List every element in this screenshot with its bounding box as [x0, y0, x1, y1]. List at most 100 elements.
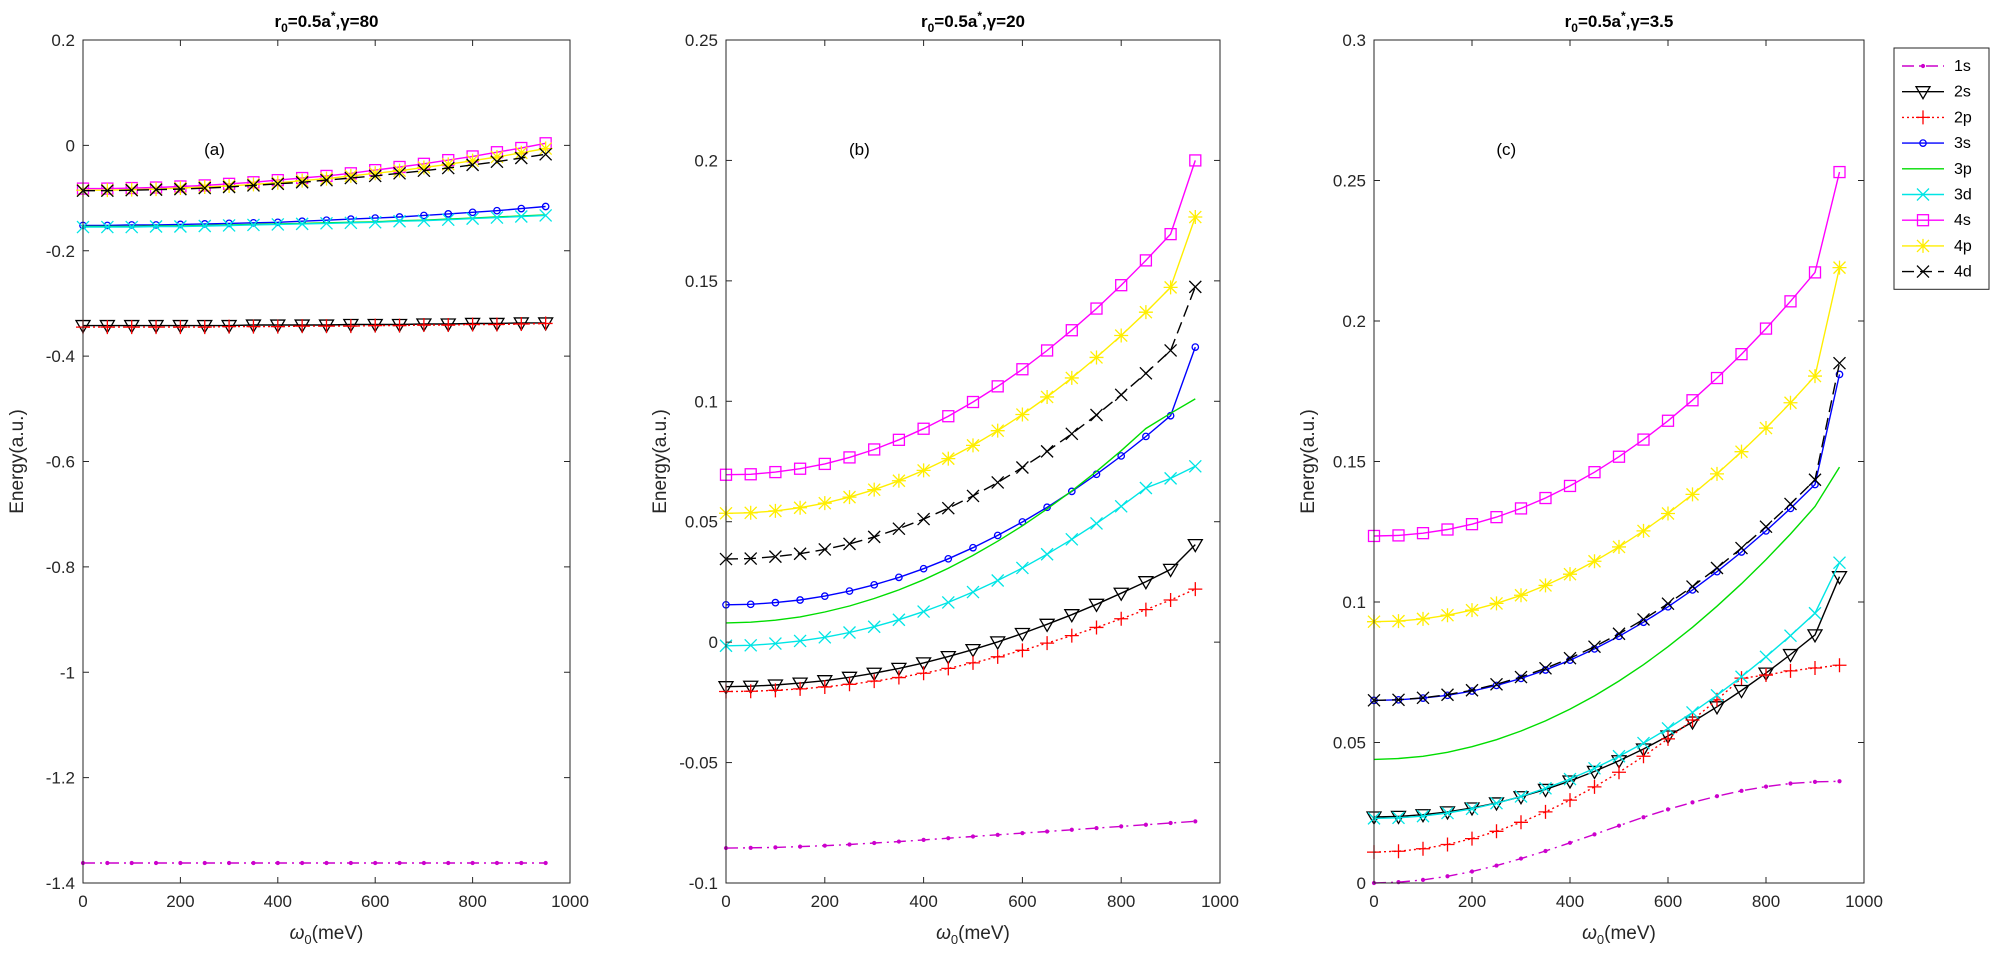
x-axis-label: ω0(meV): [290, 923, 364, 947]
marker-4s: [1710, 371, 1724, 385]
legend-marker-4d: [1916, 265, 1930, 279]
marker-2p: [1587, 779, 1602, 794]
marker-2s: [1038, 618, 1056, 633]
marker-1s: [1469, 869, 1475, 874]
marker-4p: [173, 181, 188, 196]
y-tick-label: -0.4: [46, 347, 75, 366]
panel-c: 0 200 400 600 800 1000 0 0.05 0.1 0.15 0.2 0.25 0.3 r…: [1298, 9, 1883, 947]
marker-2p: [867, 674, 882, 689]
marker-3d: [941, 595, 955, 609]
marker-1s: [178, 860, 183, 866]
marker-3s: [1117, 452, 1126, 460]
marker-2p: [1661, 731, 1675, 746]
marker-3d: [1661, 721, 1675, 735]
marker-2p: [1040, 636, 1055, 651]
marker-2p: [1538, 804, 1553, 819]
marker-3s: [845, 587, 854, 595]
y-tick-label: -1: [60, 663, 75, 682]
marker-4p: [1114, 328, 1129, 343]
marker-4d: [466, 158, 480, 172]
marker-2s: [1063, 609, 1080, 623]
marker-4p: [441, 157, 456, 172]
marker-2p: [149, 320, 164, 335]
marker-4s: [1040, 344, 1054, 357]
series-line-4d: [725, 286, 1196, 560]
panel-title: r0=0.5a*,γ=80: [274, 9, 378, 35]
x-tick-label: 0: [721, 892, 730, 911]
marker-4s: [1514, 502, 1528, 515]
x-tick-label: 0: [1369, 892, 1378, 911]
marker-4p: [1514, 588, 1528, 603]
marker-2p: [514, 316, 529, 331]
marker-3d: [1710, 688, 1724, 702]
marker-4d: [1637, 612, 1650, 626]
marker-4p: [817, 496, 832, 511]
marker-4s: [1759, 322, 1773, 335]
marker-1s: [995, 832, 1000, 837]
marker-4d: [149, 183, 163, 197]
marker-4p: [392, 163, 407, 178]
marker-4p: [1440, 608, 1455, 623]
marker-1s: [1143, 822, 1149, 827]
marker-2p: [1416, 841, 1430, 856]
legend-item-4p: 4p: [1902, 238, 1972, 255]
marker-4d: [1759, 520, 1773, 534]
marker-3d: [1637, 736, 1650, 750]
marker-4s: [744, 468, 757, 481]
marker-3d: [818, 630, 832, 644]
marker-2s: [1831, 571, 1848, 586]
panel-tag: (a): [204, 140, 225, 159]
marker-3d: [125, 220, 139, 234]
y-tick-label: 0.25: [685, 31, 718, 50]
marker-3s: [420, 211, 428, 220]
marker-3s: [127, 221, 136, 229]
marker-2p: [343, 319, 358, 334]
legend-marker-1s: [1920, 63, 1926, 69]
marker-4s: [1735, 348, 1748, 361]
marker-4p: [222, 178, 237, 193]
marker-1s: [105, 860, 110, 866]
axes-box: [725, 39, 1221, 884]
marker-3d: [1392, 811, 1405, 825]
marker-3s: [517, 204, 526, 213]
marker-1s: [1567, 840, 1573, 845]
series-line-4p: [1373, 267, 1841, 623]
marker-4p: [465, 153, 480, 168]
marker-3s: [200, 220, 209, 228]
marker-2p: [538, 316, 553, 331]
y-tick-label: -0.05: [679, 754, 718, 773]
marker-3s: [225, 219, 233, 228]
marker-3d: [539, 208, 553, 222]
marker-4p: [916, 463, 931, 478]
legend-marker-3d: [1916, 188, 1930, 201]
marker-2s: [791, 677, 809, 692]
marker-3d: [1090, 516, 1103, 530]
marker-3d: [173, 220, 187, 233]
marker-4p: [514, 145, 529, 160]
marker-4s: [1392, 529, 1405, 542]
marker-4s: [1490, 510, 1503, 524]
marker-4s: [1416, 527, 1430, 540]
marker-4p: [1612, 539, 1626, 554]
marker-4s: [1139, 254, 1153, 267]
marker-4p: [1416, 611, 1430, 626]
marker-4s: [1090, 302, 1103, 315]
marker-4d: [843, 537, 856, 551]
marker-3s: [103, 221, 112, 230]
y-tick-label: -0.6: [46, 453, 75, 472]
marker-4s: [966, 395, 980, 409]
marker-3s: [771, 598, 780, 607]
marker-3d: [198, 219, 212, 233]
series-line-2p: [725, 588, 1196, 693]
marker-4d: [1065, 427, 1079, 441]
marker-4d: [1040, 444, 1054, 458]
marker-3d: [466, 212, 480, 226]
marker-4d: [818, 542, 832, 556]
marker-2s: [890, 662, 908, 677]
marker-3s: [1835, 370, 1844, 379]
marker-1s: [202, 860, 207, 866]
marker-3d: [490, 211, 504, 225]
marker-2s: [1733, 684, 1750, 699]
marker-2s: [841, 671, 858, 686]
marker-4s: [1189, 154, 1202, 167]
